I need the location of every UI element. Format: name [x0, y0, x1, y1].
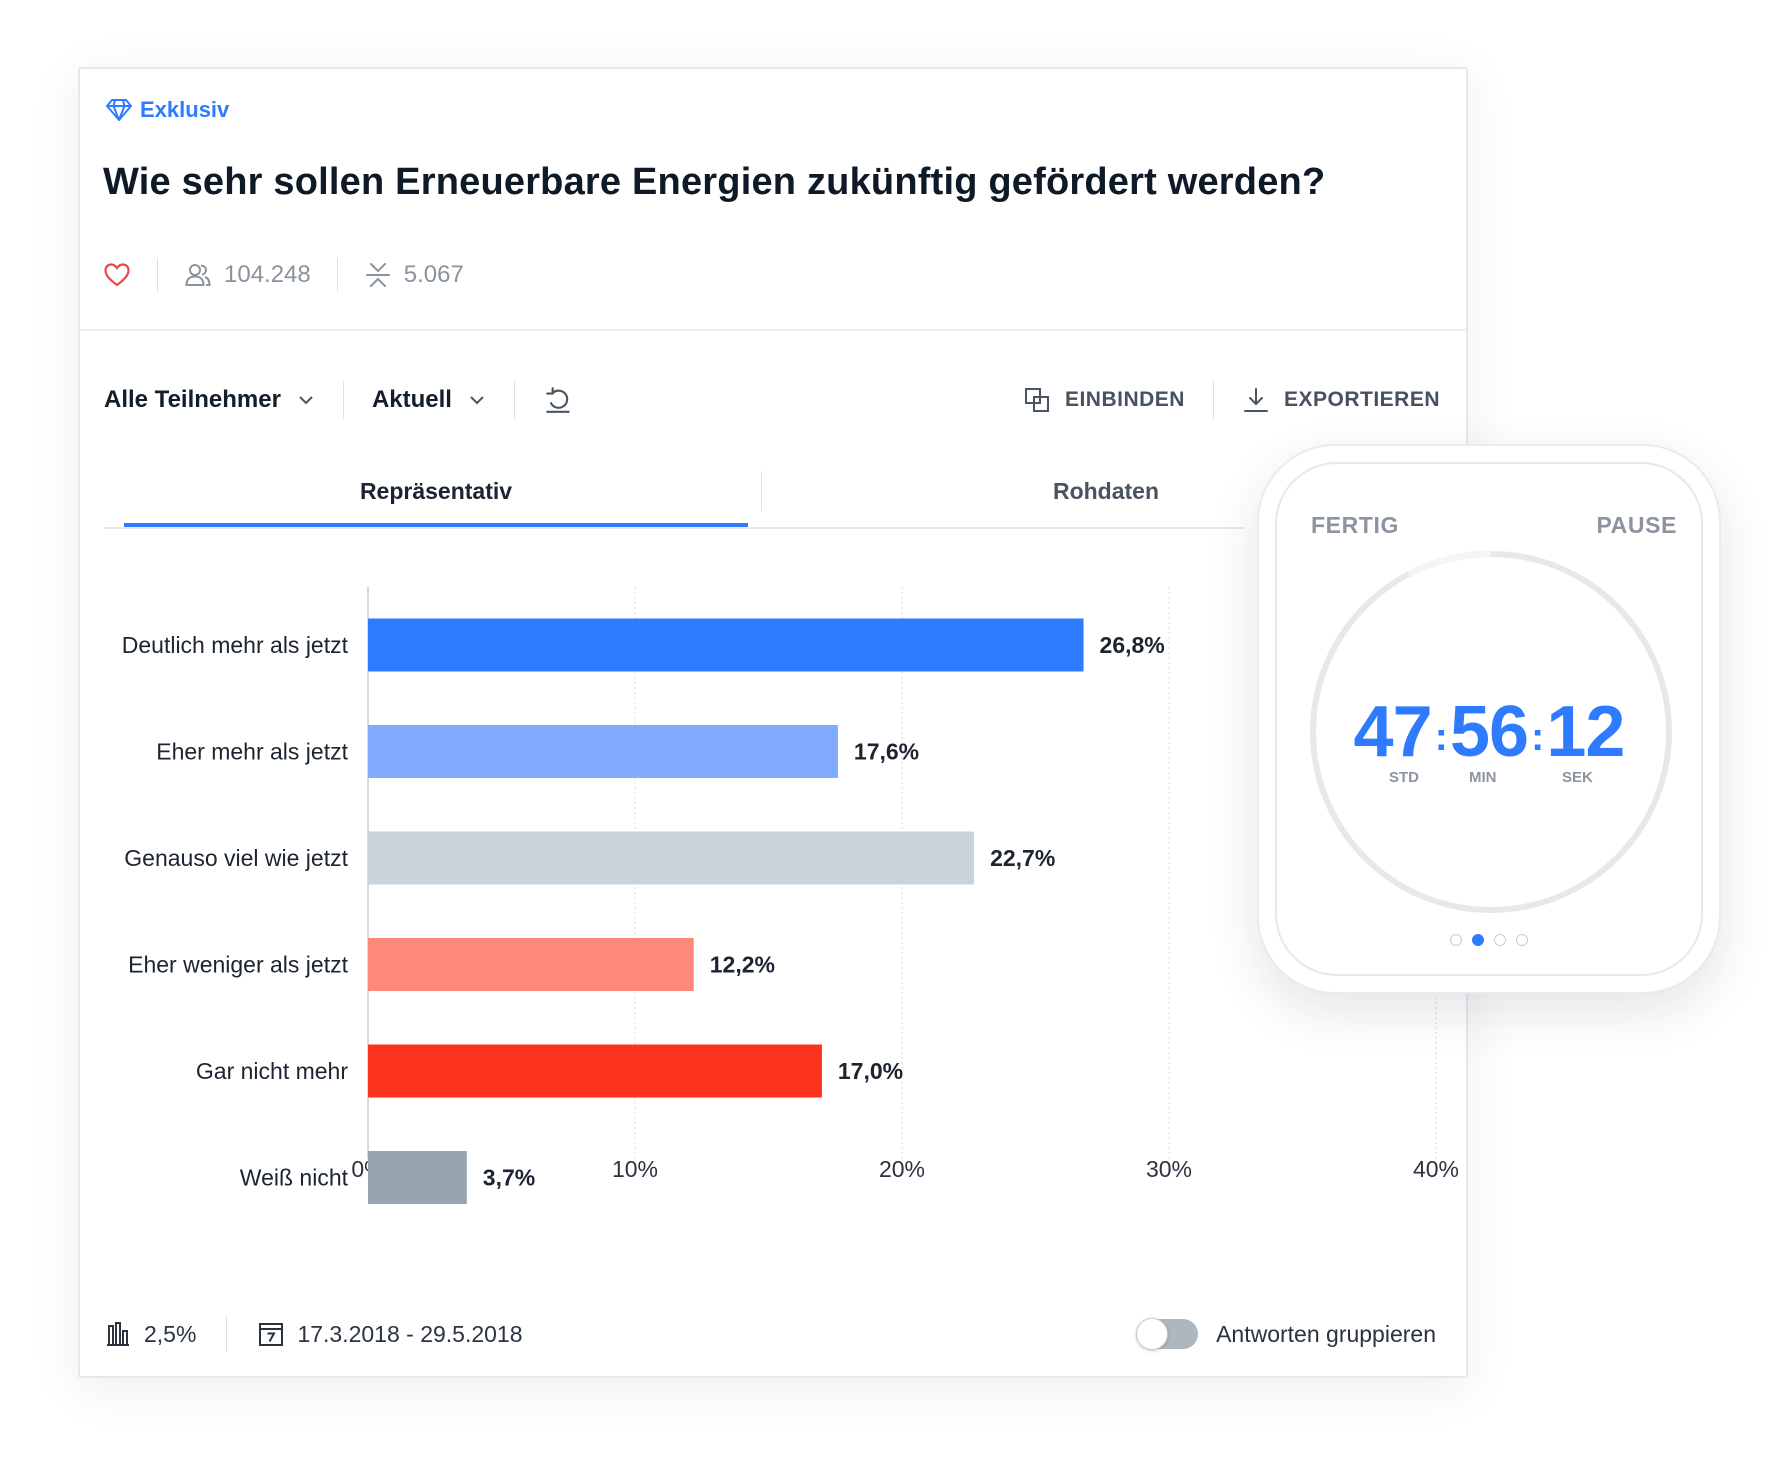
- participants-count: 104.248: [184, 261, 311, 289]
- poll-card: Exklusiv Wie sehr sollen Erneuerbare Ene…: [78, 67, 1468, 1378]
- value-label: 17,6%: [854, 739, 919, 765]
- time-filter-label: Aktuell: [371, 386, 452, 413]
- page-dot[interactable]: [1450, 934, 1462, 946]
- page-dot[interactable]: [1494, 934, 1506, 946]
- watch-screen: [1275, 462, 1703, 976]
- diamond-icon: [106, 99, 132, 121]
- ring-progress: [1407, 550, 1492, 578]
- x-tick-label: 20%: [879, 1156, 925, 1182]
- footer-divider: [226, 1316, 228, 1352]
- page-dot[interactable]: [1472, 934, 1484, 946]
- compress-icon: [365, 263, 390, 287]
- favorite-button[interactable]: [103, 261, 131, 289]
- group-answers-label: Antworten gruppieren: [1216, 1320, 1436, 1347]
- group-answers-toggle[interactable]: [1136, 1318, 1199, 1350]
- bar: [368, 618, 1084, 672]
- timer-minutes: 56: [1449, 692, 1529, 772]
- card-footer: 2,5% 17.3.2018 - 29.5.2018 Antworten gru…: [104, 1309, 1436, 1359]
- result-tabs: Repräsentativ Rohdaten: [104, 457, 1244, 529]
- timer-hours: 47: [1353, 692, 1433, 772]
- finish-button[interactable]: FERTIG: [1311, 512, 1399, 538]
- margin-of-error: 2,5%: [104, 1320, 196, 1348]
- participants-value: 104.248: [224, 261, 311, 288]
- margin-of-error-value: 2,5%: [144, 1320, 197, 1347]
- header-divider: [80, 329, 1466, 331]
- hours-unit: STD: [1389, 769, 1419, 786]
- category-label: Deutlich mehr als jetzt: [122, 632, 349, 658]
- embed-label: EINBINDEN: [1064, 388, 1185, 411]
- value-label: 3,7%: [483, 1165, 535, 1191]
- export-button[interactable]: EXPORTIEREN: [1242, 386, 1440, 414]
- exclusive-badge: Exklusiv: [106, 97, 229, 123]
- value-label: 22,7%: [990, 845, 1055, 871]
- stats-divider: [336, 258, 338, 292]
- category-label: Eher weniger als jetzt: [128, 952, 348, 978]
- date-range-value: 17.3.2018 - 29.5.2018: [297, 1320, 523, 1347]
- filter-toolbar: Alle Teilnehmer Aktuell: [104, 371, 1440, 429]
- reset-button[interactable]: [543, 385, 573, 415]
- download-icon: [1243, 388, 1268, 412]
- stats-divider: [157, 258, 158, 292]
- bar: [368, 1044, 822, 1098]
- question-stats: 104.248 5.067: [103, 253, 464, 297]
- bar: [368, 725, 838, 778]
- timer-display: 47:56:12: [1353, 692, 1626, 772]
- tab-divider: [761, 471, 762, 511]
- toolbar-divider: [513, 381, 515, 419]
- category-label: Genauso viel wie jetzt: [124, 845, 348, 871]
- value-label: 26,8%: [1100, 632, 1165, 658]
- timer-progress-ring: [1310, 550, 1672, 913]
- results-bar-chart: 0%10%20%30%40%Deutlich mehr als jetzt26,…: [122, 587, 1459, 1204]
- bar: [368, 831, 975, 885]
- reset-icon: [546, 387, 570, 413]
- time-filter-dropdown[interactable]: Aktuell: [372, 386, 486, 414]
- comments-count: 5.067: [364, 261, 464, 289]
- x-tick-label: 10%: [612, 1156, 658, 1182]
- value-label: 12,2%: [710, 952, 775, 978]
- category-label: Gar nicht mehr: [196, 1058, 348, 1084]
- smartwatch-timer: FERTIG PAUSE 47:56:12 STD MIN SEK: [1257, 444, 1721, 994]
- toggle-knob: [1136, 1318, 1169, 1350]
- exclusive-label: Exklusiv: [140, 97, 230, 122]
- heart-icon: [104, 263, 130, 287]
- category-label: Weiß nicht: [240, 1165, 349, 1191]
- bar: [368, 938, 694, 991]
- tab-raw-data[interactable]: Rohdaten: [1052, 477, 1160, 504]
- calendar-icon: [259, 1323, 284, 1346]
- toolbar-divider: [342, 381, 344, 419]
- value-label: 17,0%: [838, 1058, 903, 1084]
- bar-chart-icon: [107, 1322, 129, 1346]
- pause-button[interactable]: PAUSE: [1596, 512, 1677, 538]
- x-tick-label: 30%: [1146, 1156, 1192, 1182]
- x-tick-label: 40%: [1413, 1156, 1459, 1182]
- page-dot[interactable]: [1516, 934, 1528, 946]
- chevron-down-icon: [470, 396, 484, 405]
- tab-representative[interactable]: Repräsentativ: [124, 457, 748, 527]
- page-indicator: [1259, 934, 1719, 946]
- bar: [368, 1151, 467, 1204]
- timer-seconds: 12: [1546, 692, 1625, 772]
- chevron-down-icon: [299, 396, 313, 405]
- toolbar-divider: [1212, 381, 1214, 419]
- date-range: 17.3.2018 - 29.5.2018: [257, 1320, 523, 1348]
- embed-button[interactable]: EINBINDEN: [1023, 386, 1185, 414]
- seconds-unit: SEK: [1562, 769, 1593, 786]
- question-title: Wie sehr sollen Erneuerbare Energien zuk…: [103, 161, 1326, 203]
- category-label: Eher mehr als jetzt: [156, 739, 348, 765]
- users-icon: [185, 264, 211, 286]
- comments-value: 5.067: [403, 261, 464, 288]
- embed-icon: [1024, 388, 1049, 412]
- export-label: EXPORTIEREN: [1283, 388, 1440, 411]
- participant-filter-label: Alle Teilnehmer: [104, 386, 281, 413]
- minutes-unit: MIN: [1469, 769, 1497, 786]
- participant-filter-dropdown[interactable]: Alle Teilnehmer: [104, 386, 315, 414]
